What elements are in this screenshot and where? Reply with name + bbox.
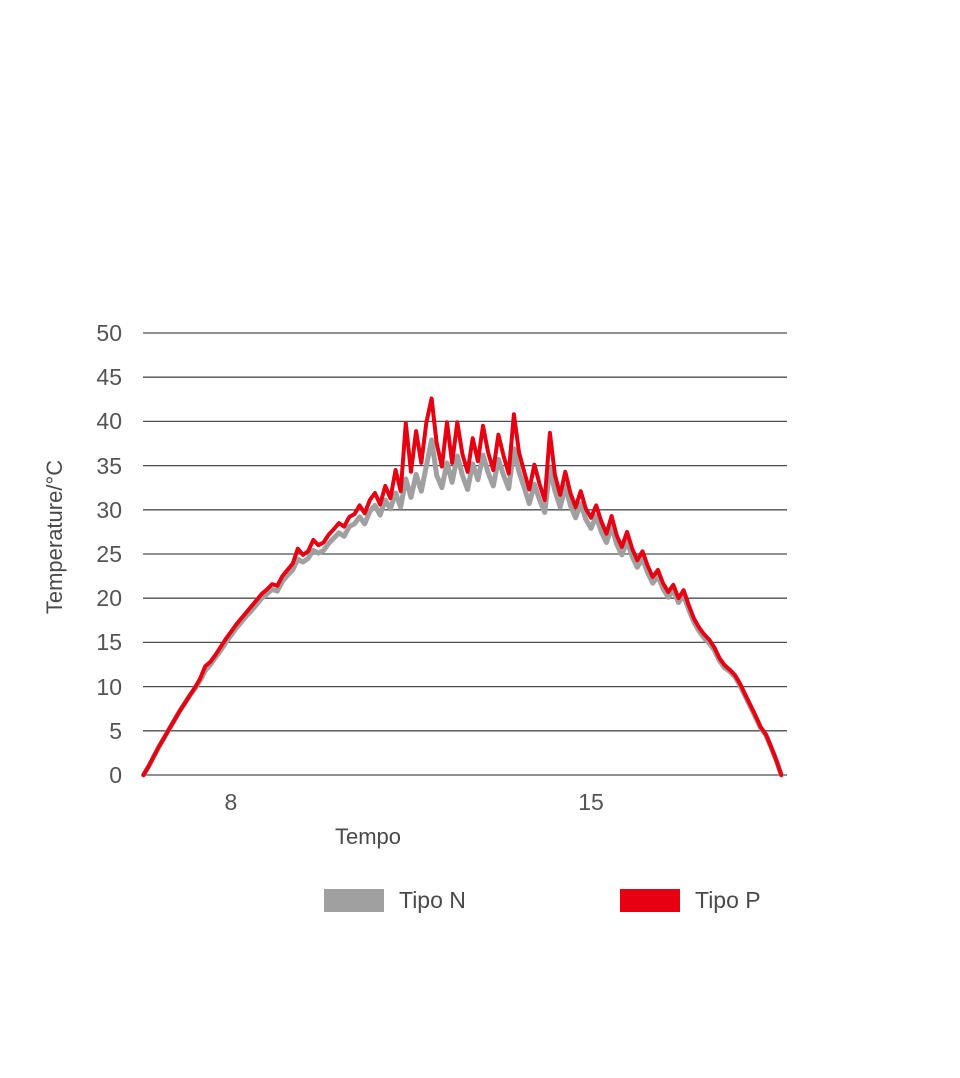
tipo-p-swatch	[620, 888, 680, 912]
legend-item-tipo-p: Tipo P	[620, 887, 761, 913]
x-tick-label-8: 8	[224, 789, 238, 815]
series-lines	[141, 396, 784, 778]
series-line-tipo-n	[141, 437, 784, 778]
y-axis-title: Temperature/°C	[42, 459, 67, 615]
y-tick-label-50: 50	[96, 320, 122, 346]
legend-item-tipo-n: Tipo N	[324, 887, 466, 913]
series-line-tipo-p	[141, 396, 784, 777]
x-axis-title: Tempo	[334, 824, 402, 849]
tipo-n-label: Tipo N	[399, 886, 466, 913]
y-tick-label-40: 40	[96, 408, 122, 435]
tipo-n-swatch	[324, 888, 384, 912]
y-tick-label-10: 10	[96, 673, 122, 700]
y-tick-label-25: 25	[96, 541, 122, 567]
y-tick-label-15: 15	[96, 629, 122, 656]
y-tick-label-5: 5	[109, 717, 122, 744]
y-tick-label-35: 35	[96, 452, 122, 479]
x-tick-label-15: 15	[578, 789, 604, 815]
tipo-p-label: Tipo P	[695, 886, 761, 913]
gridlines	[143, 332, 787, 776]
y-tick-label-45: 45	[96, 364, 122, 391]
y-tick-label-20: 20	[96, 585, 122, 612]
y-tick-label-30: 30	[96, 496, 122, 523]
y-tick-label-0: 0	[109, 762, 122, 788]
